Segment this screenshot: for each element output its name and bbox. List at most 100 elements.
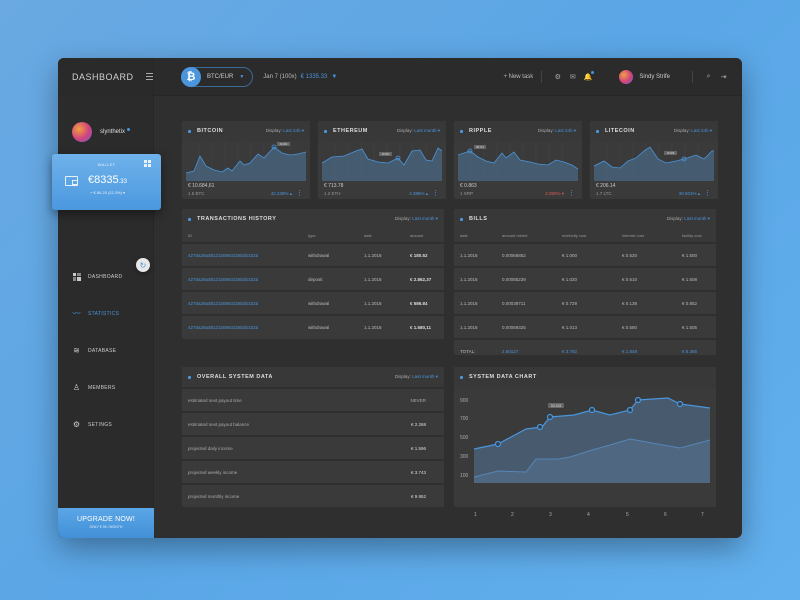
transaction-amount: € 2.862,37 [404,266,444,291]
app-window: DASHBOARD ₿ BTC/EUR ▼ Jan 7 (100x) € 133… [52,57,742,538]
system-data-panel: OVERALL SYSTEM DATA Display: Last month … [182,367,444,508]
wallet-card[interactable]: WALLET €8335.33 + € 80.25 (22.3%) ▾ ↻ [52,154,161,272]
display-dropdown[interactable]: Display: Last month ▾ [397,128,440,134]
column-header[interactable]: facility cost [676,229,716,243]
coin-name: LITECOIN [605,128,635,134]
mail-icon[interactable]: ✉ [569,73,576,81]
wallet-amount-cents: .33 [118,179,127,185]
column-header[interactable]: ecetricity cost [556,229,616,243]
sidebar-item-statistics[interactable]: 〰 STATISTICS [72,295,122,332]
top-right-actions: + New task ⚙ ✉ 🔔 Sindy Strife ⌕ ⇥ [503,58,742,96]
cell: 0.00038711 [496,290,556,315]
display-dropdown[interactable]: Display: Last 24h ▾ [266,128,304,134]
avatar[interactable] [619,69,634,84]
logout-icon[interactable]: ⇥ [720,73,727,81]
display-dropdown[interactable]: Display: Last 24h ▾ [674,128,712,134]
column-header[interactable]: internet cost [616,229,676,243]
transaction-id[interactable]: 4270a28ad8121b06931b5b3b332a [182,266,302,291]
cell: € 1.000 [556,242,616,267]
column-header[interactable]: amount mined [496,229,556,243]
metric-value: NEVER [352,387,444,412]
sidebar-item-label: DASHBOARD [88,273,123,280]
gear-icon[interactable]: ⚙ [554,73,561,81]
panel-title: SYSTEM DATA CHART [469,374,537,380]
panel-header: BILLS Display: Last month ▾ [454,209,716,229]
display-dropdown[interactable]: Display: Last month ▾ [667,216,710,222]
transaction-id[interactable]: 4270a28ad8121b06931b5b3b332a [182,314,302,339]
x-tick: 3 [549,512,552,518]
price-date: Jan 7 (100x) [263,73,297,80]
list-menu-icon[interactable] [145,73,153,80]
x-tick: 5 [626,512,629,518]
more-options-icon[interactable]: ⋮ [296,190,303,197]
transaction-date: 1.1.2018 [358,290,404,315]
search-icon[interactable]: ⌕ [706,72,711,80]
bills-table: date amount mined ecetricity cost intern… [454,229,716,363]
sidebar: slynthetix WALLET €8335.33 + € 80.25 (22… [52,96,161,538]
qr-code-icon[interactable] [144,160,151,167]
table-row: estimated next payout time NEVER [182,387,444,412]
bell-icon[interactable]: 🔔 [583,71,595,81]
coin-card-bitcoin: BITCOIN Display: Last 24h ▾ 39.004 € 10.… [182,121,310,199]
y-tick: 500 [460,435,469,441]
trend-down-icon: ▼ [331,73,338,80]
transaction-amount: € 1.580,11 [404,314,444,339]
sidebar-item-settings[interactable]: ⚙ SETINGS [72,406,122,443]
cell: 0.00066852 [496,242,556,267]
more-options-icon[interactable]: ⋮ [704,190,711,197]
metric-value: € 1.596 [352,435,444,460]
chevron-down-icon: ▾ [437,128,440,133]
user-name[interactable]: Sindy Strife [639,73,670,80]
table-row: projected daily income € 1.596 [182,435,444,460]
panel-title: TRANSACTIONS HISTORY [197,216,277,222]
sidebar-item-members[interactable]: ♙ MEMBERS [72,369,122,406]
litecoin-sparkline: 15.828 [594,141,714,181]
chevron-down-icon: ▾ [573,128,576,133]
cell: € 0.729 [556,290,616,315]
more-options-icon[interactable]: ⋮ [568,190,575,197]
bullet-icon [188,129,191,133]
profile[interactable]: slynthetix [72,122,131,142]
chevron-down-icon: ▾ [435,216,438,221]
bitcoin-sparkline: 39.004 [186,141,306,181]
x-tick: 6 [664,512,667,518]
table-row: 1.1.2018 0.00085239 € 1.020 € 0.610 € 1.508 [454,266,716,291]
table-row: 4270a28ad8121b06931b5b3b332a withdrawal 1.… [182,290,444,315]
transaction-id[interactable]: 4270a28ad8121b06931b5b3b332a [182,242,302,267]
display-dropdown[interactable]: Display: Last 24h ▾ [538,128,576,134]
column-header[interactable]: ID [182,229,302,243]
currency-pair-select[interactable]: ₿ BTC/EUR ▼ [181,66,254,87]
column-header[interactable]: date [454,229,496,243]
table-row: 1.1.2018 0.00066852 € 1.000 € 0.520 € 1.500 [454,242,716,267]
total-label: TOTAL: [454,338,496,363]
panel-header: OVERALL SYSTEM DATA Display: Last month … [182,367,444,387]
upgrade-button[interactable]: UPGRADE NOW! ONLY € 99 / MONTH [58,508,154,538]
system-chart-panel: SYSTEM DATA CHART 900 700 500 300 100 33… [454,367,718,518]
cell: € 0.852 [676,290,716,315]
transaction-id[interactable]: 4270a28ad8121b06931b5b3b332a [182,290,302,315]
y-tick: 900 [460,398,469,404]
refresh-button[interactable]: ↻ [136,258,150,272]
panel-title: BILLS [469,216,488,222]
new-task-button[interactable]: + New task [503,73,534,80]
database-icon: ≋ [73,346,80,355]
x-tick: 2 [511,512,514,518]
column-header[interactable]: type [302,229,358,243]
cell: € 0.580 [616,314,676,339]
panel-header: ETHEREUM Display: Last month ▾ [318,121,446,141]
display-dropdown[interactable]: Display: Last month ▾ [395,374,438,380]
total-row: TOTAL: 2.60127 € 3.762 € 1.848 € 5.365 [454,338,716,363]
display-value: Last 24h [283,128,301,133]
table-row: 4270a28ad8121b06931b5b3b332a withdrawal 1.… [182,242,444,267]
display-dropdown[interactable]: Display: Last month ▾ [395,216,438,222]
x-tick: 7 [701,512,704,518]
more-options-icon[interactable]: ⋮ [432,190,439,197]
y-tick: 100 [460,473,469,479]
sidebar-item-database[interactable]: ≋ DATABASE [72,332,122,369]
system-data-chart: 900 700 500 300 100 33.333 1 2 3 4 5 [454,387,718,518]
column-header[interactable]: amount [404,229,444,243]
sidebar-item-dashboard[interactable]: DASHBOARD [72,258,122,295]
display-value: Last 24h [691,128,709,133]
column-header[interactable]: date [358,229,404,243]
bullet-icon [460,375,463,379]
